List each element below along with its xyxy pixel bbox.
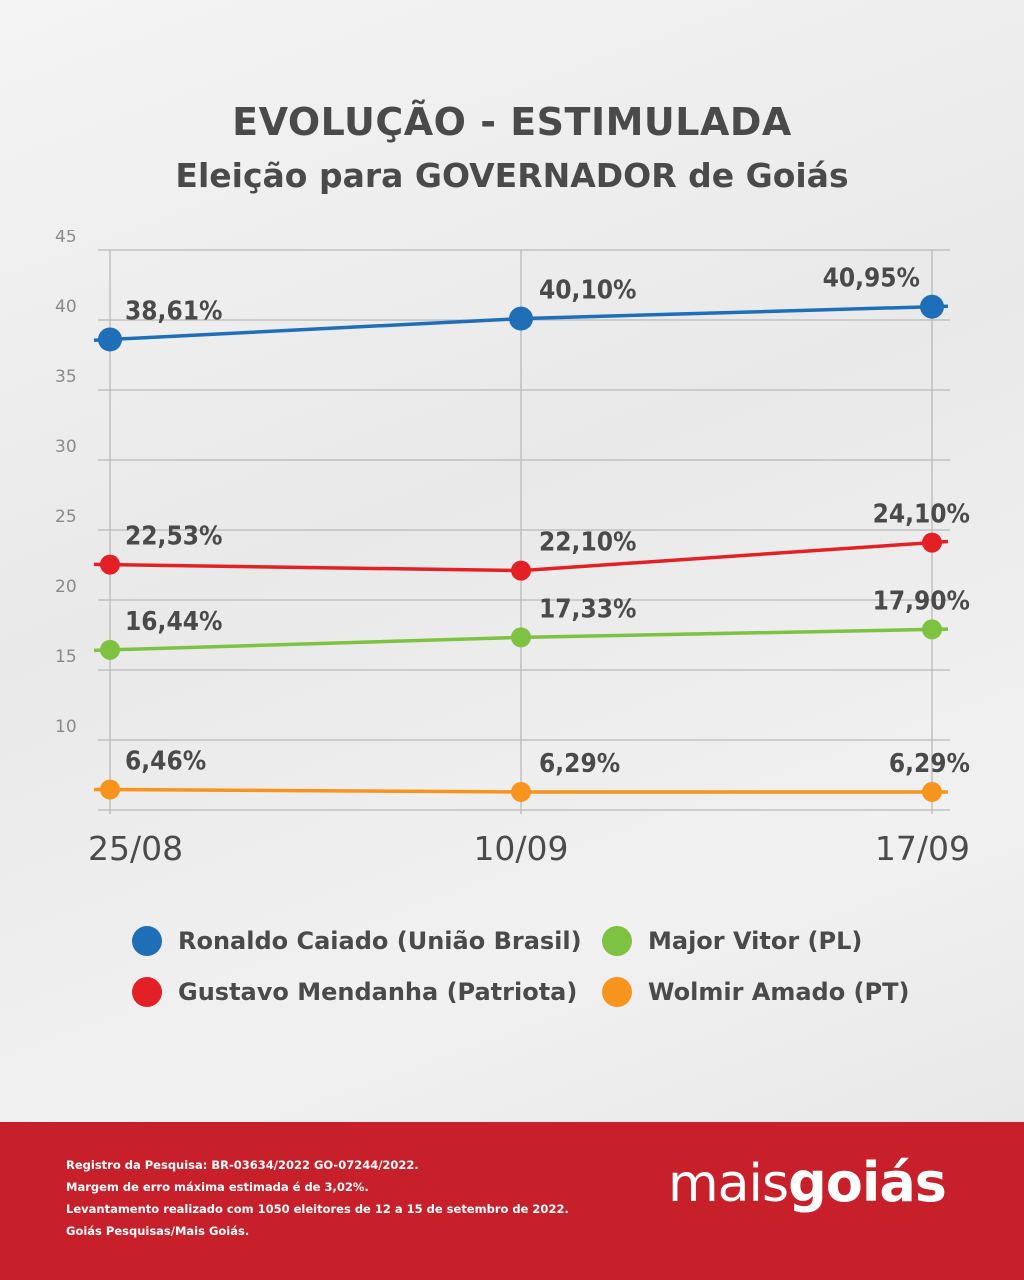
x-tick-label-1: 10/09 xyxy=(473,829,568,868)
legend-label-wolmir: Wolmir Amado (PT) xyxy=(648,978,910,1006)
data-label-3-2: 6,29% xyxy=(889,749,970,779)
legend-label-caiado: Ronaldo Caiado (União Brasil) xyxy=(178,927,582,955)
data-label-0-1: 40,10% xyxy=(539,276,636,306)
y-tick-label-35: 35 xyxy=(55,367,77,387)
data-point-0-2 xyxy=(920,294,944,319)
data-point-2-0 xyxy=(100,639,120,660)
data-label-1-0: 22,53% xyxy=(125,522,222,552)
y-tick-label-15: 15 xyxy=(55,647,77,667)
y-tick-label-30: 30 xyxy=(55,437,77,457)
chart-subtitle: Eleição para GOVERNADOR de Goiás xyxy=(175,156,849,195)
footer-note-levantamento: Levantamento realizado com 1050 eleitore… xyxy=(66,1202,569,1216)
data-label-3-0: 6,46% xyxy=(125,747,206,777)
data-point-3-2 xyxy=(922,781,942,802)
logo-text-mais: mais xyxy=(668,1154,789,1214)
footer-notes: Registro da Pesquisa: BR-03634/2022 GO-0… xyxy=(66,1154,626,1242)
legend-item-mendanha: Gustavo Mendanha (Patriota) xyxy=(132,977,577,1007)
data-label-0-2: 40,95% xyxy=(823,264,920,294)
data-point-0-1 xyxy=(509,306,533,331)
footer: Registro da Pesquisa: BR-03634/2022 GO-0… xyxy=(0,1122,1024,1280)
footer-note-fonte: Goiás Pesquisas/Mais Goiás. xyxy=(66,1224,250,1238)
y-tick-label-40: 40 xyxy=(55,297,77,317)
x-tick-label-0: 25/08 xyxy=(88,829,183,868)
legend-label-vitor: Major Vitor (PL) xyxy=(648,927,863,955)
data-point-1-0 xyxy=(100,554,120,575)
data-point-1-2 xyxy=(922,532,942,553)
y-tick-label-45: 45 xyxy=(55,230,77,247)
legend-dot-mendanha xyxy=(132,977,162,1007)
legend-dot-wolmir xyxy=(602,977,632,1007)
legend-item-caiado: Ronaldo Caiado (União Brasil) xyxy=(132,926,582,956)
data-label-2-0: 16,44% xyxy=(125,607,222,637)
data-label-2-1: 17,33% xyxy=(539,594,636,624)
x-tick-label-2: 17/09 xyxy=(875,829,970,868)
data-label-1-2: 24,10% xyxy=(873,500,970,530)
legend-item-wolmir: Wolmir Amado (PT) xyxy=(602,977,909,1007)
legend-dot-vitor xyxy=(602,926,632,956)
data-point-2-2 xyxy=(922,619,942,640)
data-label-1-1: 22,10% xyxy=(539,528,636,558)
line-chart: 10 15 20 25 30 35 40 45 25/08 10/09 17/09 38,61% 40… xyxy=(55,230,970,868)
chart-title: EVOLUÇÃO - ESTIMULADA xyxy=(232,100,792,144)
series-points xyxy=(98,294,944,802)
legend-item-vitor: Major Vitor (PL) xyxy=(602,926,862,956)
data-point-2-1 xyxy=(511,627,531,648)
data-point-3-0 xyxy=(100,779,120,800)
axes: 10 15 20 25 30 35 40 45 25/08 10/09 17/09 xyxy=(55,230,970,868)
legend: Ronaldo Caiado (União Brasil) Major Vito… xyxy=(0,922,1024,1042)
legend-label-mendanha: Gustavo Mendanha (Patriota) xyxy=(178,978,578,1006)
y-tick-label-20: 20 xyxy=(55,577,77,597)
footer-note-registro: Registro da Pesquisa: BR-03634/2022 GO-0… xyxy=(66,1158,419,1172)
y-tick-label-25: 25 xyxy=(55,507,77,527)
grid xyxy=(98,249,950,814)
logo-text-goias: goiás xyxy=(788,1151,947,1214)
data-label-0-0: 38,61% xyxy=(125,296,222,326)
y-tick-label-10: 10 xyxy=(55,717,77,737)
data-label-3-1: 6,29% xyxy=(539,749,620,779)
data-point-0-0 xyxy=(98,327,122,352)
legend-dot-caiado xyxy=(132,926,162,956)
data-label-2-2: 17,90% xyxy=(873,586,970,616)
mais-goias-logo: maisgoiás xyxy=(668,1156,947,1211)
data-point-1-1 xyxy=(511,560,531,581)
data-point-3-1 xyxy=(511,781,531,802)
data-labels: 38,61% 40,10% 40,95% 22,53% 22,10% 24,10% 16,4… xyxy=(125,264,970,779)
footer-note-margem: Margem de erro máxima estimada é de 3,02… xyxy=(66,1180,369,1194)
